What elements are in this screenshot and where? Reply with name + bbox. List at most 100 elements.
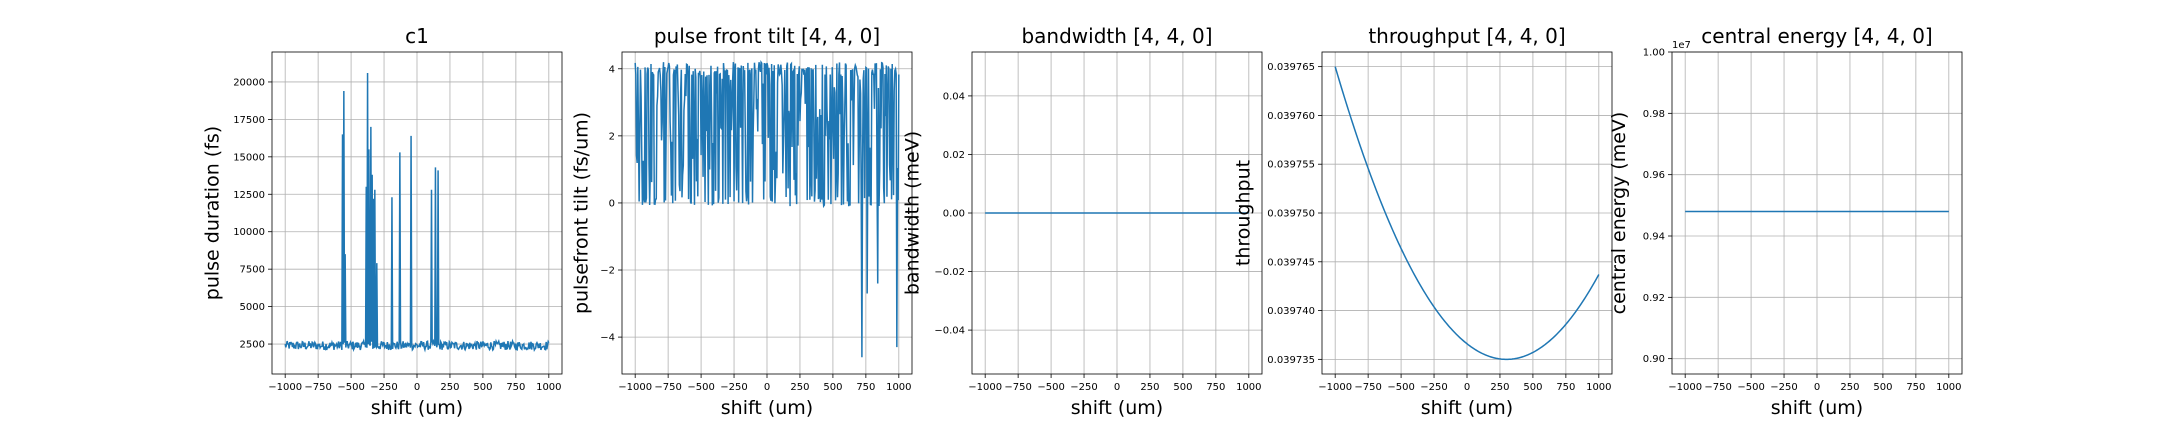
series-line [634, 60, 900, 358]
series-line [284, 72, 550, 353]
x-tick-label: 500 [473, 382, 492, 393]
y-tick-label: 7500 [240, 265, 265, 276]
axes-frame [971, 51, 1263, 375]
panel-title: c1 [405, 24, 429, 48]
x-tick-label: 250 [1840, 382, 1859, 393]
y-tick-label: 0 [609, 198, 615, 209]
x-tick-label: 0 [414, 382, 420, 393]
x-axis-label: shift (um) [371, 397, 463, 419]
x-tick-label: −250 [1770, 382, 1797, 393]
x-tick-label: 750 [1556, 382, 1575, 393]
x-tick-label: −500 [687, 382, 714, 393]
chart-panel-3: −1000 −750 −500 −250 0 250 500 750 1000 −0.04 −0.0… [902, 24, 1263, 419]
y-tick-label: 0.00 [943, 209, 965, 220]
y-tick-label: 0.039735 [1267, 355, 1315, 366]
y-tick-label: −0.02 [934, 267, 965, 278]
y-tick-label: 0.039760 [1267, 111, 1315, 122]
y-tick-label: 0.94 [1643, 232, 1665, 243]
x-tick-label: −750 [1004, 382, 1031, 393]
x-tick-label: 250 [1490, 382, 1509, 393]
y-tick-label: 20000 [233, 77, 265, 88]
x-tick-label: −1000 [618, 382, 652, 393]
x-tick-label: 0 [1464, 382, 1470, 393]
axes-frame [1321, 51, 1613, 375]
y-tick-label: 0.039745 [1267, 257, 1315, 268]
x-tick-label: 1000 [886, 382, 911, 393]
panel-title: pulse front tilt [4, 4, 0] [654, 24, 880, 48]
y-tick-label: 17500 [233, 115, 265, 126]
x-tick-label: −750 [654, 382, 681, 393]
x-tick-label: −250 [1420, 382, 1447, 393]
y-axis-label: bandwidth (meV) [902, 131, 924, 295]
x-axis-label: shift (um) [1771, 397, 1863, 419]
y-tick-label: 0.92 [1643, 293, 1665, 304]
x-tick-label: −750 [304, 382, 331, 393]
x-tick-label: −1000 [1318, 382, 1352, 393]
x-tick-label: −250 [1070, 382, 1097, 393]
x-tick-label: 750 [1906, 382, 1925, 393]
y-axis-label: pulsefront tilt (fs/um) [570, 112, 592, 314]
y-tick-label: 12500 [233, 190, 265, 201]
x-tick-label: 0 [1114, 382, 1120, 393]
x-tick-label: −750 [1704, 382, 1731, 393]
x-tick-label: −500 [337, 382, 364, 393]
y-tick-label: 5000 [240, 302, 265, 313]
y-offset-label: 1e7 [1672, 40, 1691, 51]
x-tick-label: 750 [1206, 382, 1225, 393]
axes-frame [1671, 51, 1963, 375]
x-axis-label: shift (um) [721, 397, 813, 419]
x-tick-label: 750 [506, 382, 525, 393]
y-tick-label: 0.90 [1643, 354, 1665, 365]
y-tick-label: 1.00 [1643, 48, 1665, 59]
y-tick-label: 0.039740 [1267, 306, 1315, 317]
y-tick-label: 2500 [240, 340, 265, 351]
y-tick-label: 10000 [233, 227, 265, 238]
x-tick-label: −1000 [968, 382, 1002, 393]
y-tick-label: 15000 [233, 152, 265, 163]
chart-panel-4: −1000 −750 −500 −250 0 250 500 750 1000 0.039735 0… [1233, 24, 1613, 419]
x-axis-label: shift (um) [1071, 397, 1163, 419]
chart-panel-1: −1000 −750 −500 −250 0 250 500 750 1000 2500 5000 7… [202, 24, 563, 419]
panel-title: throughput [4, 4, 0] [1368, 24, 1565, 48]
panel-title: bandwidth [4, 4, 0] [1021, 24, 1212, 48]
y-tick-label: −2 [600, 266, 615, 277]
y-axis-label: throughput [1233, 160, 1255, 266]
x-tick-label: 0 [1814, 382, 1820, 393]
x-tick-label: 500 [1523, 382, 1542, 393]
x-tick-label: −250 [370, 382, 397, 393]
x-axis-label: shift (um) [1421, 397, 1513, 419]
x-tick-label: 0 [764, 382, 770, 393]
x-tick-label: 500 [1873, 382, 1892, 393]
axes-frame [621, 51, 913, 375]
x-tick-label: −750 [1354, 382, 1381, 393]
y-tick-label: −0.04 [934, 326, 965, 337]
y-axis-label: pulse duration (fs) [202, 126, 224, 300]
x-tick-label: 500 [823, 382, 842, 393]
x-tick-label: 500 [1173, 382, 1192, 393]
chart-panel-5: −1000 −750 −500 −250 0 250 500 750 1000 0.90 0.92 0… [1608, 24, 1963, 419]
x-tick-label: 250 [1140, 382, 1159, 393]
x-tick-label: 750 [856, 382, 875, 393]
y-tick-label: 0.02 [943, 150, 965, 161]
x-tick-label: −500 [1387, 382, 1414, 393]
x-tick-label: −1000 [268, 382, 302, 393]
x-tick-label: −500 [1037, 382, 1064, 393]
y-tick-label: 2 [609, 131, 615, 142]
x-tick-label: 250 [790, 382, 809, 393]
y-tick-label: 0.039755 [1267, 160, 1315, 171]
axes-frame [271, 51, 563, 375]
series-line [1334, 66, 1600, 361]
y-tick-label: 0.039750 [1267, 209, 1315, 220]
y-tick-label: 0.98 [1643, 109, 1665, 120]
x-tick-label: 1000 [1936, 382, 1961, 393]
x-tick-label: 1000 [536, 382, 561, 393]
y-tick-label: 0.96 [1643, 170, 1665, 181]
chart-panel-2: −1000 −750 −500 −250 0 250 500 750 1000 −4 −2 0 2 4 pu… [570, 24, 913, 419]
x-tick-label: −1000 [1668, 382, 1702, 393]
x-tick-label: 1000 [1236, 382, 1261, 393]
y-tick-label: −4 [600, 333, 615, 344]
y-tick-label: 0.039765 [1267, 62, 1315, 73]
x-tick-label: −250 [720, 382, 747, 393]
y-tick-label: 4 [609, 64, 615, 75]
